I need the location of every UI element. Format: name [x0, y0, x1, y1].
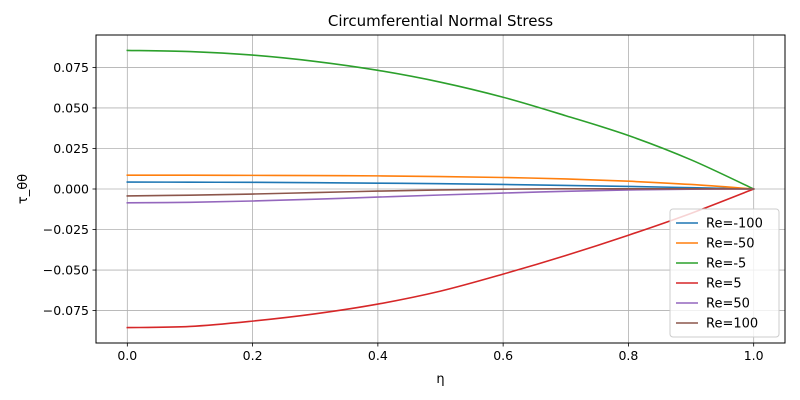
- series-line-re-50: [126, 188, 755, 204]
- x-tick-label: 1.0: [744, 348, 764, 363]
- x-tick-label: 0.6: [493, 348, 513, 363]
- legend-label: Re=-100: [706, 217, 763, 232]
- axis-ticks: 0.0 0.2 0.4 0.6 0.8 1.0 −0.075 −0.050 −0.025 0.00…: [43, 60, 764, 363]
- series-line-re-5: [126, 187, 755, 329]
- chart-title: Circumferential Normal Stress: [328, 12, 553, 30]
- legend-label: Re=-50: [706, 237, 755, 252]
- x-tick-label: 0.4: [368, 348, 388, 363]
- y-tick-label: −0.075: [43, 303, 89, 318]
- y-tick-label: 0.050: [53, 100, 89, 115]
- y-tick-label: 0.025: [53, 141, 89, 156]
- x-tick-label: 0.2: [243, 348, 263, 363]
- legend-label: Re=100: [706, 317, 758, 332]
- y-axis-label: τ_θθ: [16, 174, 31, 204]
- x-tick-label: 0.0: [117, 348, 137, 363]
- legend-label: Re=5: [706, 277, 742, 292]
- series-line-re-5: [126, 49, 755, 191]
- legend: Re=-100 Re=-50 Re=-5 Re=5 Re=50 Re=100: [669, 208, 780, 338]
- y-tick-label: −0.050: [43, 263, 89, 278]
- series-line-re-50: [126, 174, 755, 190]
- x-axis-label: η: [436, 372, 444, 387]
- y-tick-label: 0.000: [53, 182, 89, 197]
- x-tick-label: 0.8: [618, 348, 638, 363]
- series-lines: [126, 49, 755, 329]
- legend-label: Re=-5: [706, 257, 746, 272]
- legend-box: [669, 208, 780, 338]
- series-line-re-100: [126, 188, 755, 197]
- y-tick-label: 0.075: [53, 60, 89, 75]
- y-tick-label: −0.025: [43, 222, 89, 237]
- legend-label: Re=50: [706, 297, 750, 312]
- series-line-re-100: [126, 181, 755, 190]
